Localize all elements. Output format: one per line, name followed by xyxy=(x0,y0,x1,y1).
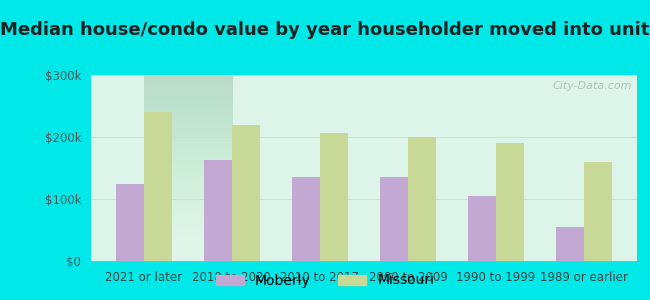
Bar xyxy=(468,196,496,261)
Bar xyxy=(556,227,584,261)
Bar xyxy=(144,112,172,261)
Bar xyxy=(116,184,144,261)
Bar xyxy=(292,177,320,261)
Bar xyxy=(320,133,348,261)
Bar xyxy=(408,137,436,261)
Text: Median house/condo value by year householder moved into unit: Median house/condo value by year househo… xyxy=(0,21,650,39)
Bar xyxy=(203,160,232,261)
Text: City-Data.com: City-Data.com xyxy=(552,81,632,91)
Bar xyxy=(496,143,525,261)
Legend: Moberly, Missouri: Moberly, Missouri xyxy=(211,268,439,293)
Bar xyxy=(232,124,260,261)
Bar xyxy=(380,177,408,261)
Bar xyxy=(584,162,612,261)
